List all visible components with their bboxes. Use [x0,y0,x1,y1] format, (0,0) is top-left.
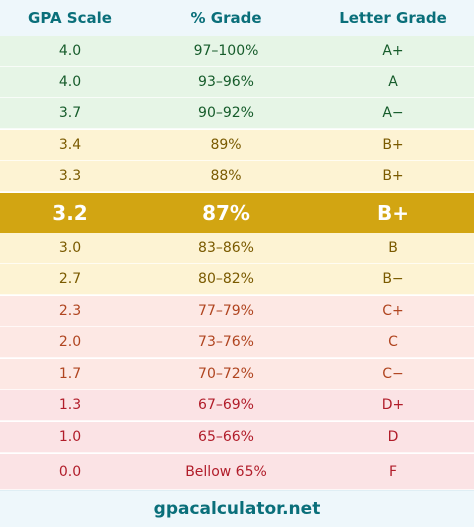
percent-cell: 77–79% [198,303,254,319]
letter-cell: B+ [376,201,409,225]
gpa-cell: 3.3 [58,168,82,184]
gpa-cell: 3.0 [58,240,82,256]
percent-cell: 93–96% [198,74,254,90]
percent-cell: 89% [210,137,242,153]
letter-cell: D+ [381,397,405,413]
gpa-cell: 1.0 [58,429,82,445]
letter-cell: B+ [382,137,404,153]
table-header: GPA Scale % Grade Letter Grade [0,0,474,37]
letter-cell: A+ [382,43,404,59]
percent-cell: 70–72% [198,366,254,382]
letter-cell: D [387,429,399,445]
gpa-cell: 1.3 [58,397,82,413]
table-row: 1.3 67–69% D+ [0,390,474,421]
table-row: 1.7 70–72% C− [0,359,474,390]
letter-cell: C− [382,366,404,382]
header-gpa-scale: GPA Scale [28,9,112,27]
header-percent-grade: % Grade [190,9,262,27]
table-row: 2.0 73–76% C [0,327,474,358]
site-footer: gpacalculator.net [0,490,474,527]
letter-cell: B+ [382,168,404,184]
table-row: 3.7 90–92% A− [0,98,474,129]
percent-cell: 90–92% [198,105,254,121]
percent-cell: 80–82% [198,271,254,287]
gpa-cell: 0.0 [58,463,82,480]
table-row: 3.0 83–86% B [0,233,474,264]
table-row: 4.0 97–100% A+ [0,36,474,67]
percent-cell: 87% [202,201,250,225]
table-row: 3.4 89% B+ [0,130,474,161]
table-row: 2.3 77–79% C+ [0,296,474,327]
percent-cell: 83–86% [198,240,254,256]
table-row: 3.3 88% B+ [0,161,474,192]
gpa-cell: 3.7 [58,105,82,121]
letter-cell: F [388,463,398,480]
table-row: 1.0 65–66% D [0,422,474,453]
percent-cell: 65–66% [198,429,254,445]
letter-cell: A− [382,105,404,121]
gpa-cell: 2.3 [58,303,82,319]
gpa-cell: 4.0 [58,74,82,90]
gpa-cell: 2.7 [58,271,82,287]
table-row: 0.0 Bellow 65% F [0,454,474,490]
gpa-cell: 2.0 [58,334,82,350]
highlighted-row: 3.2 87% B+ [0,193,474,233]
letter-cell: B− [382,271,404,287]
gpa-cell: 3.4 [58,137,82,153]
letter-cell: C [388,334,398,350]
letter-cell: A [388,74,398,90]
header-letter-grade: Letter Grade [339,9,447,27]
table-row: 4.0 93–96% A [0,67,474,98]
letter-cell: B [388,240,398,256]
percent-cell: 67–69% [198,397,254,413]
percent-cell: Bellow 65% [185,463,267,480]
percent-cell: 88% [210,168,242,184]
gpa-cell: 1.7 [58,366,82,382]
gpa-cell: 3.2 [52,201,88,225]
percent-cell: 73–76% [198,334,254,350]
percent-cell: 97–100% [193,43,259,59]
gpa-cell: 4.0 [58,43,82,59]
table-row: 2.7 80–82% B− [0,264,474,295]
letter-cell: C+ [382,303,404,319]
